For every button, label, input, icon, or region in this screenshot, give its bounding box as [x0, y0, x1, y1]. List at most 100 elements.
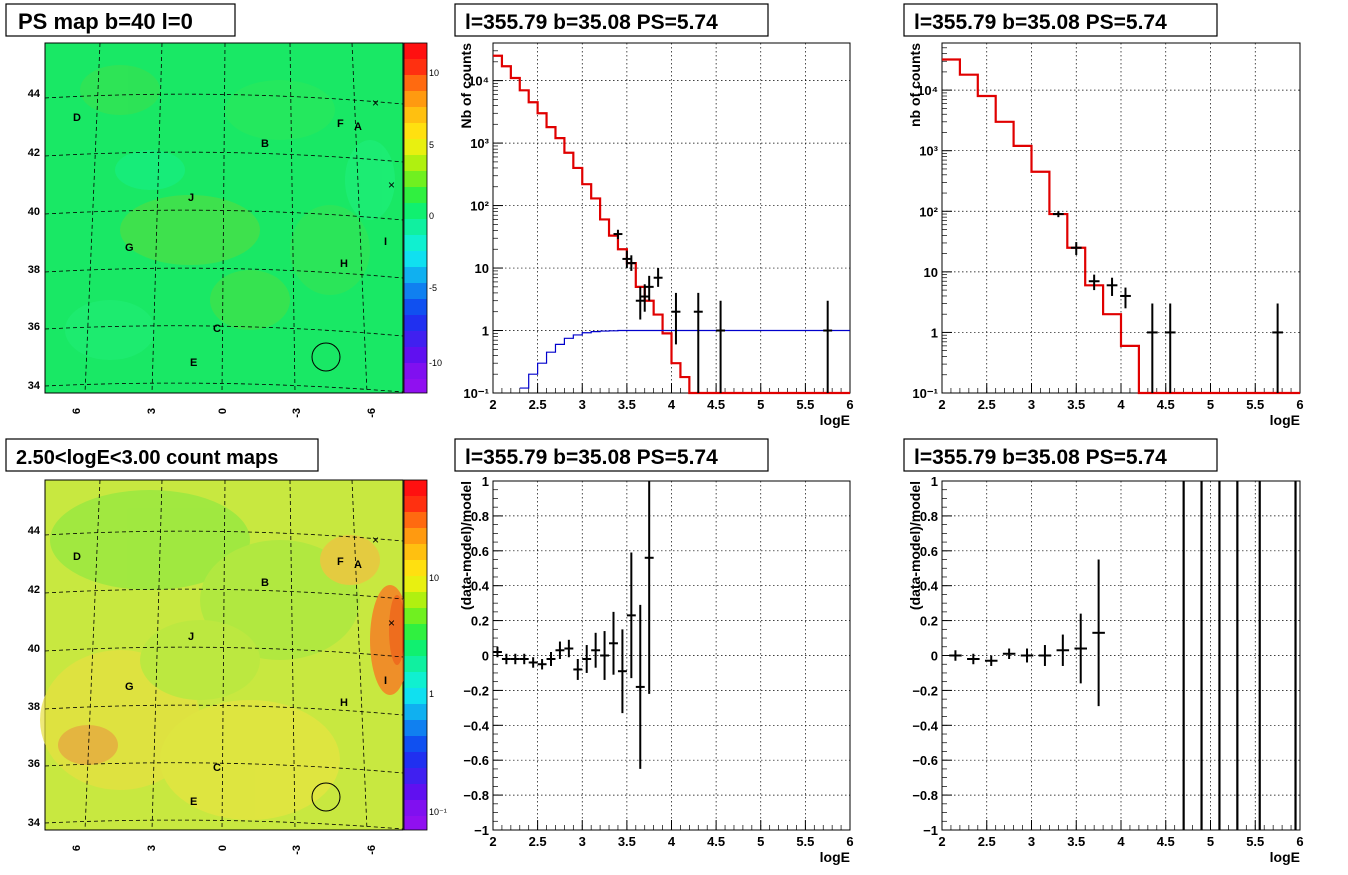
x-tick-label: 5 — [757, 834, 764, 849]
y-tick-label: 0.4 — [920, 579, 939, 594]
y-tick-label: 1 — [931, 474, 938, 489]
map-top-label-f: F — [337, 118, 344, 130]
y-tick-label: 0.6 — [920, 544, 938, 559]
map-top-cross-1: × — [372, 96, 379, 110]
x-tick-label: 4 — [668, 397, 676, 412]
x-tick-label: 2 — [938, 834, 945, 849]
map-bottom-x-tick: 6 — [71, 845, 83, 851]
x-tick-label: 4 — [1117, 834, 1125, 849]
map-bottom-y-tick: 34 — [28, 817, 41, 829]
map-bottom-source-circle — [311, 782, 341, 812]
y-axis-label: nb of counts — [907, 43, 923, 127]
map-top-y-tick: 38 — [28, 264, 40, 276]
chart-spectrum-right: l=355.79 b=35.08 PS=5.74 2 2.5 3 3.5 4 4.5 5 5.5… — [903, 3, 1304, 428]
x-tick-label: 2 — [938, 397, 945, 412]
y-tick-label: 10⁻¹ — [463, 386, 489, 401]
map-top-labels: D F A B J G H I C E — [73, 112, 387, 369]
map-bottom-colorbar-ticks: 10 1 10⁻¹ — [429, 573, 447, 817]
y-tick-label: −0.6 — [912, 753, 938, 768]
series-step-line — [942, 58, 1300, 395]
x-tick-label: 3 — [579, 834, 586, 849]
x-axis-label: logE — [820, 412, 850, 428]
map-bottom-label-e: E — [190, 796, 197, 808]
x-tick-label: 4.5 — [707, 397, 725, 412]
map-bottom-x-tick: 0 — [217, 845, 229, 851]
map-top-label-g: G — [125, 242, 134, 254]
chart-title: l=355.79 b=35.08 PS=5.74 — [465, 446, 718, 469]
chart-title: l=355.79 b=35.08 PS=5.74 — [914, 11, 1167, 34]
map-top-label-e: E — [190, 357, 197, 369]
map-top-colorbar-tick: 0 — [429, 211, 434, 221]
plot-frame — [941, 480, 1301, 831]
chart-title-box — [454, 3, 769, 37]
map-top-cross-2: × — [388, 178, 395, 192]
y-tick-label: −1 — [923, 823, 938, 838]
map-top-colorbar-tick: -5 — [429, 283, 437, 293]
y-axis-label: (data-model)/model — [907, 481, 923, 610]
map-top-y-ticks: 44 42 40 38 36 34 — [28, 88, 41, 392]
chart-panels: l=355.79 b=35.08 PS=5.74 2 2.5 3 3.5 4 4.5 5 5.5… — [454, 3, 1304, 865]
x-axis-label: logE — [820, 849, 850, 865]
map-top-x-tick: 3 — [146, 408, 158, 414]
y-tick-label: 0.8 — [471, 509, 489, 524]
x-tick-label: 4 — [668, 834, 676, 849]
map-bottom-cross-2: × — [388, 616, 395, 630]
x-tick-label: 2.5 — [978, 397, 996, 412]
map-top-y-tick: 40 — [28, 206, 40, 218]
x-tick-label: 4 — [1117, 397, 1125, 412]
y-tick-label: 0.6 — [471, 544, 489, 559]
map-top-label-h: H — [340, 258, 348, 270]
x-tick-label: 2 — [489, 834, 496, 849]
y-tick-label: 10 — [924, 265, 938, 280]
map-top-x-ticks: 6 3 0 -3 -6 — [71, 408, 378, 418]
map-top-label-c: C — [213, 323, 221, 335]
map-top-x-tick: -3 — [291, 408, 303, 418]
y-tick-label: 10² — [470, 199, 489, 214]
map-bottom-panel: 2.50<logE<3.00 count maps — [5, 438, 447, 855]
y-tick-label: 10⁴ — [468, 74, 489, 89]
chart-title: l=355.79 b=35.08 PS=5.74 — [914, 446, 1167, 469]
x-tick-label: 3.5 — [1067, 834, 1085, 849]
x-tick-label: 2.5 — [978, 834, 996, 849]
x-tick-label: 5.5 — [796, 397, 814, 412]
map-top-y-tick: 34 — [28, 380, 41, 392]
map-top-label-j: J — [188, 192, 194, 204]
x-tick-label: 3.5 — [618, 397, 636, 412]
x-tick-label: 3 — [579, 397, 586, 412]
map-bottom-colorbar-tick: 10 — [429, 573, 439, 583]
map-top-y-tick: 36 — [28, 321, 40, 333]
chart-residual-left: l=355.79 b=35.08 PS=5.74 2 2.5 3 3.5 4 4.5 5 5.5… — [454, 438, 854, 865]
chart-title-box — [903, 438, 1218, 472]
y-tick-label: 10⁴ — [917, 83, 938, 98]
map-top-colorbar-tick: 10 — [429, 68, 439, 78]
y-tick-label: 0 — [931, 649, 938, 664]
x-tick-label: 2 — [489, 397, 496, 412]
map-bottom-label-a: A — [354, 559, 362, 571]
x-tick-label: 3 — [1028, 834, 1035, 849]
map-top-patches — [65, 65, 395, 360]
map-top-colorbar-tick: 5 — [429, 140, 434, 150]
y-tick-label: −0.4 — [463, 718, 489, 733]
map-top-x-tick: 6 — [71, 408, 83, 414]
map-bottom-y-tick: 44 — [28, 525, 41, 537]
x-tick-label: 2.5 — [529, 834, 547, 849]
map-top-y-tick: 44 — [28, 88, 41, 100]
map-bottom-y-tick: 40 — [28, 643, 40, 655]
x-tick-label: 5 — [1207, 834, 1214, 849]
map-bottom-patches — [40, 490, 410, 820]
chart-residual-right: l=355.79 b=35.08 PS=5.74 2 2.5 3 3.5 4 4.5 5 5.5… — [903, 438, 1304, 865]
y-tick-label: −0.2 — [463, 683, 489, 698]
map-bottom-title-box — [5, 438, 319, 472]
map-top-label-a: A — [354, 121, 362, 133]
map-bottom-y-tick: 36 — [28, 758, 40, 770]
map-top-y-tick: 42 — [28, 147, 40, 159]
x-tick-label: 6 — [846, 397, 853, 412]
map-bottom-colorbar — [403, 479, 428, 831]
map-top-title-box — [5, 3, 236, 37]
y-tick-label: −0.6 — [463, 753, 489, 768]
x-tick-label: 6 — [1296, 397, 1303, 412]
y-tick-label: 0 — [482, 649, 489, 664]
x-tick-label: 6 — [1296, 834, 1303, 849]
x-tick-label: 5 — [757, 397, 764, 412]
